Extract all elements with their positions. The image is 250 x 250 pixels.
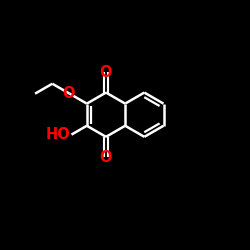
Text: O: O <box>100 150 112 165</box>
Text: HO: HO <box>46 127 70 142</box>
Text: O: O <box>100 65 112 80</box>
Text: O: O <box>62 86 75 101</box>
